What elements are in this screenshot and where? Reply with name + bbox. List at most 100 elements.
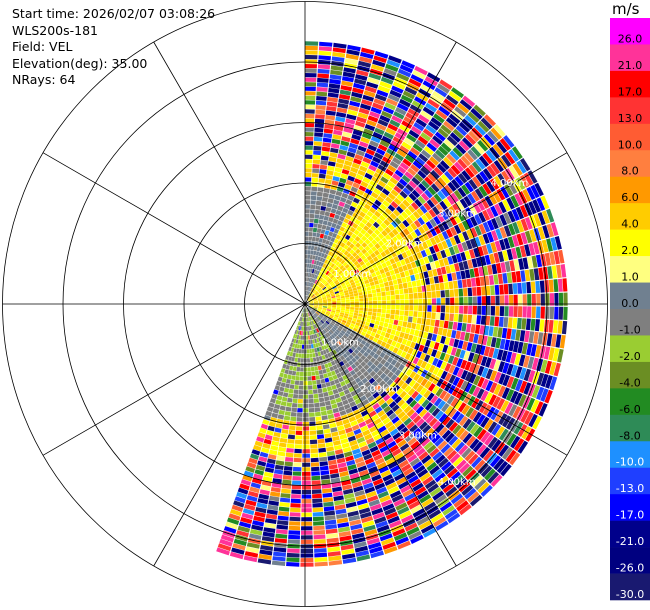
velocity-gate: [265, 518, 277, 524]
velocity-gate: [345, 345, 351, 351]
velocity-gate: [404, 353, 411, 361]
velocity-gate: [437, 223, 446, 233]
velocity-gate: [310, 439, 318, 445]
velocity-gate: [299, 371, 304, 377]
velocity-gate: [316, 191, 323, 197]
velocity-gate: [462, 231, 470, 241]
velocity-gate: [379, 413, 388, 422]
velocity-gate: [369, 258, 375, 265]
velocity-gate: [470, 227, 478, 238]
velocity-gate: [383, 361, 391, 368]
velocity-gate: [314, 127, 324, 133]
velocity-gate: [279, 497, 291, 503]
colorbar-tick-label: -6.0: [619, 403, 640, 416]
velocity-gate: [340, 349, 345, 355]
velocity-gate: [371, 262, 377, 269]
velocity-gate: [356, 436, 366, 444]
velocity-gate: [405, 376, 413, 385]
velocity-gate: [336, 300, 341, 303]
velocity-gate: [335, 250, 341, 256]
velocity-gate: [294, 343, 298, 349]
velocity-gate: [412, 382, 420, 391]
velocity-gate: [321, 330, 325, 335]
velocity-gate: [347, 286, 352, 290]
velocity-gate: [322, 238, 327, 244]
velocity-gate: [363, 203, 371, 211]
velocity-gate: [398, 246, 405, 254]
velocity-gate: [420, 166, 430, 176]
velocity-gate: [526, 186, 536, 200]
velocity-gate: [420, 249, 427, 258]
velocity-gate: [282, 475, 292, 480]
velocity-gate: [328, 156, 337, 163]
velocity-gate: [443, 120, 455, 132]
velocity-gate: [480, 315, 486, 325]
velocity-gate: [319, 214, 325, 220]
velocity-gate: [286, 351, 291, 356]
velocity-gate: [253, 473, 263, 480]
velocity-gate: [423, 271, 429, 279]
velocity-gate: [325, 524, 337, 530]
velocity-gate: [462, 220, 470, 231]
velocity-gate: [473, 247, 480, 258]
velocity-gate: [391, 392, 399, 401]
velocity-gate: [360, 339, 367, 346]
velocity-gate: [444, 282, 449, 290]
velocity-gate: [482, 404, 492, 416]
velocity-gate: [418, 344, 425, 352]
velocity-gate: [302, 308, 304, 313]
velocity-gate: [327, 413, 335, 420]
velocity-gate: [388, 144, 399, 153]
velocity-gate: [413, 219, 422, 228]
velocity-gate: [356, 402, 364, 409]
velocity-gate: [332, 232, 338, 239]
velocity-gate: [358, 295, 364, 299]
velocity-gate: [346, 431, 355, 438]
velocity-gate: [273, 473, 283, 479]
velocity-gate: [305, 68, 317, 73]
velocity-gate: [322, 419, 329, 425]
velocity-gate: [533, 213, 542, 227]
velocity-gate: [433, 342, 440, 350]
velocity-gate: [306, 353, 310, 358]
velocity-gate: [387, 338, 393, 345]
velocity-gate: [453, 214, 462, 224]
velocity-gate: [369, 388, 377, 395]
velocity-gate: [339, 410, 347, 416]
velocity-gate: [488, 193, 498, 205]
velocity-gate: [346, 246, 352, 253]
velocity-gate: [260, 545, 273, 551]
velocity-gate: [324, 275, 329, 280]
velocity-gate: [474, 124, 487, 136]
velocity-gate: [302, 471, 311, 476]
velocity-gate: [336, 309, 341, 312]
velocity-gate: [388, 412, 397, 421]
velocity-gate: [431, 312, 436, 320]
velocity-gate: [372, 308, 377, 313]
velocity-gate: [370, 319, 376, 324]
velocity-gate: [376, 292, 382, 297]
velocity-gate: [452, 128, 464, 140]
velocity-gate: [333, 289, 339, 293]
velocity-gate: [540, 195, 550, 210]
velocity-gate: [333, 238, 339, 244]
velocity-gate: [436, 267, 443, 276]
velocity-gate: [344, 184, 352, 191]
velocity-gate: [480, 431, 491, 443]
velocity-gate: [356, 370, 363, 377]
velocity-gate: [340, 380, 346, 387]
velocity-gate: [444, 363, 452, 372]
velocity-gate: [305, 236, 309, 241]
velocity-gate: [486, 336, 493, 347]
velocity-gate: [335, 397, 342, 403]
velocity-gate: [231, 504, 244, 512]
velocity-gate: [489, 178, 500, 190]
velocity-gate: [285, 355, 290, 360]
velocity-gate: [311, 186, 318, 192]
velocity-gate: [290, 379, 295, 385]
velocity-gate: [352, 327, 358, 332]
velocity-gate: [389, 160, 399, 169]
velocity-gate: [262, 419, 270, 426]
velocity-gate: [424, 211, 433, 221]
